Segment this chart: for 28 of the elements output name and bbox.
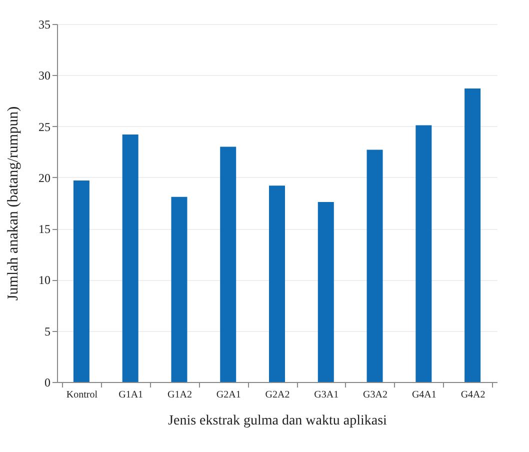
x-tick-label: Kontrol bbox=[66, 390, 98, 400]
x-tick-label: G1A1 bbox=[118, 390, 144, 400]
x-tick-label: G4A1 bbox=[412, 390, 436, 400]
y-tick-label: 0 bbox=[44, 376, 50, 390]
y-tick-label: 25 bbox=[38, 120, 50, 134]
bar bbox=[318, 202, 334, 382]
y-tick-label: 5 bbox=[44, 324, 50, 338]
bar bbox=[122, 134, 138, 382]
y-tick-label: 15 bbox=[38, 222, 50, 236]
x-tick-label: G3A2 bbox=[363, 390, 388, 400]
bar bbox=[464, 88, 481, 382]
x-tick-label: G4A2 bbox=[460, 390, 486, 400]
bar bbox=[73, 180, 90, 382]
bar bbox=[366, 150, 383, 382]
x-tick-label: G2A1 bbox=[216, 390, 241, 400]
y-tick-label: 30 bbox=[38, 68, 50, 83]
x-tick-label: G1A2 bbox=[167, 390, 192, 400]
bar bbox=[220, 146, 236, 382]
bar bbox=[269, 186, 285, 382]
bar bbox=[171, 196, 188, 382]
x-tick-label: G3A1 bbox=[314, 390, 339, 400]
bar bbox=[416, 125, 432, 382]
y-tick-label: 20 bbox=[38, 170, 50, 185]
y-axis-title: Jumlah anakan (batang/rumpun) bbox=[6, 106, 22, 301]
x-axis-title: Jenis ekstrak gulma dan waktu aplikasi bbox=[168, 414, 388, 428]
y-tick-label: 10 bbox=[38, 273, 50, 288]
y-tick-label: 35 bbox=[38, 18, 50, 32]
x-tick-label: G2A2 bbox=[265, 390, 290, 400]
